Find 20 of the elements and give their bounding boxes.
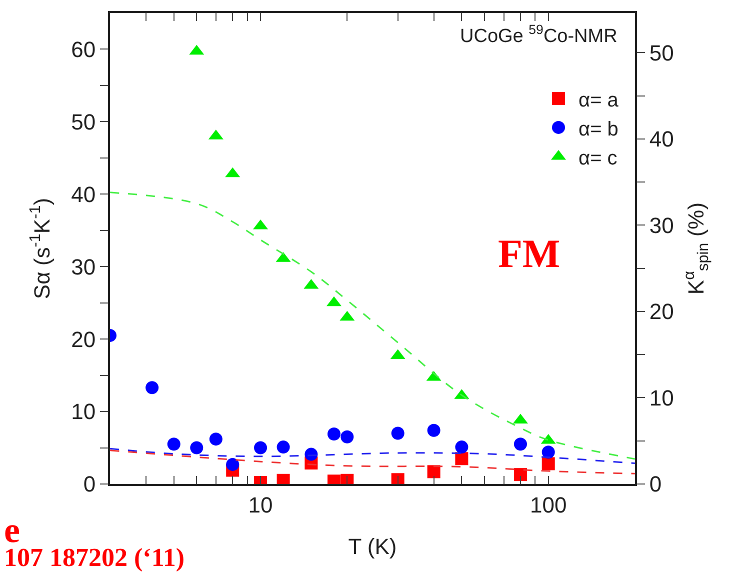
y2-tick-label: 40 <box>649 126 674 152</box>
x-axis-title: T (K) <box>348 534 397 559</box>
y-tick-label: 20 <box>71 326 96 352</box>
legend-label: α= c <box>578 147 618 170</box>
y-tick-label: 30 <box>71 254 96 280</box>
annotation: FM <box>498 231 560 276</box>
y-tick-label: 60 <box>71 36 96 62</box>
y2-tick-label: 20 <box>649 299 674 324</box>
y2-tick-label: 50 <box>649 40 674 66</box>
y-tick-label: 10 <box>71 399 96 424</box>
y2-tick-label: 0 <box>649 472 662 497</box>
x-tick-label: 100 <box>530 492 567 518</box>
legend-label: α= b <box>578 118 618 140</box>
y2-tick-label: 30 <box>649 212 674 238</box>
legend-label: α= a <box>578 89 620 112</box>
annotation: UCoGe $^{59}$Co-NMR <box>460 22 618 47</box>
y-tick-label: 0 <box>83 472 96 497</box>
y-tick-label: 40 <box>71 182 96 207</box>
y2-tick-label: 10 <box>649 385 674 410</box>
y-tick-label: 50 <box>71 109 96 134</box>
